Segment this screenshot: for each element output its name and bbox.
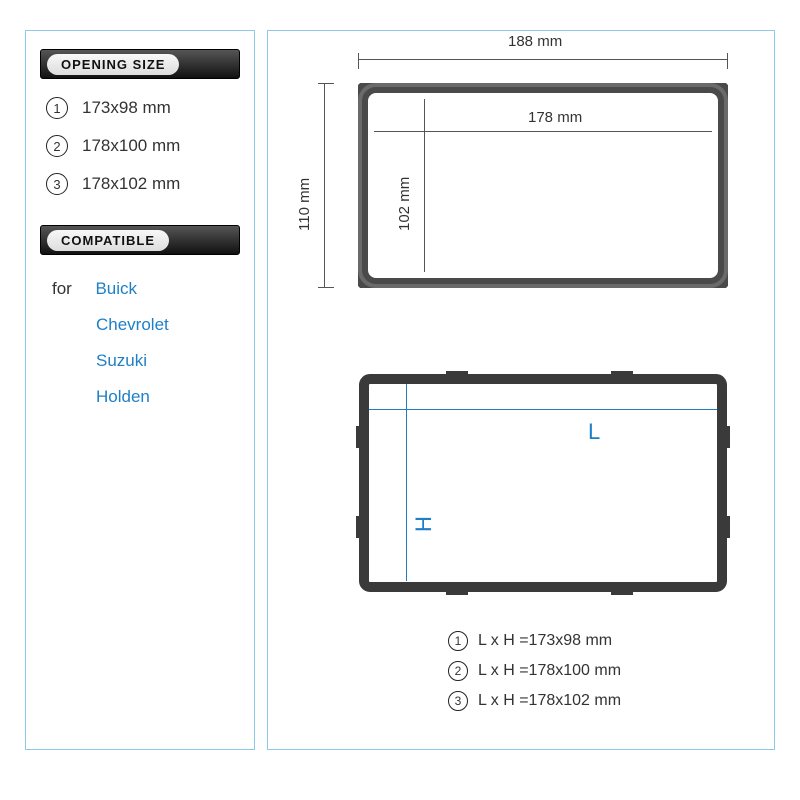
size-text-1: 173x98 mm bbox=[82, 98, 171, 118]
bottom-row-1: 1 L x H =173x98 mm bbox=[448, 631, 621, 651]
frame-top bbox=[358, 83, 728, 288]
size-row-1: 1 173x98 mm bbox=[46, 97, 240, 119]
compatible-header: COMPATIBLE bbox=[40, 225, 240, 255]
for-label: for bbox=[52, 279, 72, 298]
compatible-label: COMPATIBLE bbox=[47, 230, 169, 251]
opening-size-header: OPENING SIZE bbox=[40, 49, 240, 79]
size-row-3: 3 178x102 mm bbox=[46, 173, 240, 195]
size-row-2: 2 178x100 mm bbox=[46, 135, 240, 157]
compatible-block: for Buick Chevrolet Suzuki Holden bbox=[52, 279, 240, 407]
size-text-2: 178x100 mm bbox=[82, 136, 180, 156]
right-panel: 188 mm 178 mm 110 mm 102 mm L H bbox=[267, 30, 775, 750]
opening-size-label: OPENING SIZE bbox=[47, 54, 179, 75]
frame-bottom bbox=[356, 371, 730, 595]
circ-2: 2 bbox=[46, 135, 68, 157]
brand-3: Holden bbox=[96, 387, 240, 407]
brand-2: Suzuki bbox=[96, 351, 240, 371]
size-text-3: 178x102 mm bbox=[82, 174, 180, 194]
circ-1: 1 bbox=[46, 97, 68, 119]
dim-188: 188 mm bbox=[508, 33, 562, 50]
left-panel: OPENING SIZE 1 173x98 mm 2 178x100 mm 3 … bbox=[25, 30, 255, 750]
dimline-188 bbox=[358, 59, 728, 60]
brand-1: Chevrolet bbox=[96, 315, 240, 335]
dimline-110 bbox=[324, 83, 325, 288]
bottom-row-2: 2 L x H =178x100 mm bbox=[448, 661, 621, 681]
bottom-size-list: 1 L x H =173x98 mm 2 L x H =178x100 mm 3… bbox=[448, 621, 621, 721]
size-list: 1 173x98 mm 2 178x100 mm 3 178x102 mm bbox=[46, 97, 240, 195]
dim-110: 110 mm bbox=[296, 178, 313, 231]
bottom-row-3: 3 L x H =178x102 mm bbox=[448, 691, 621, 711]
brand-0: Buick bbox=[95, 279, 137, 298]
circ-3: 3 bbox=[46, 173, 68, 195]
